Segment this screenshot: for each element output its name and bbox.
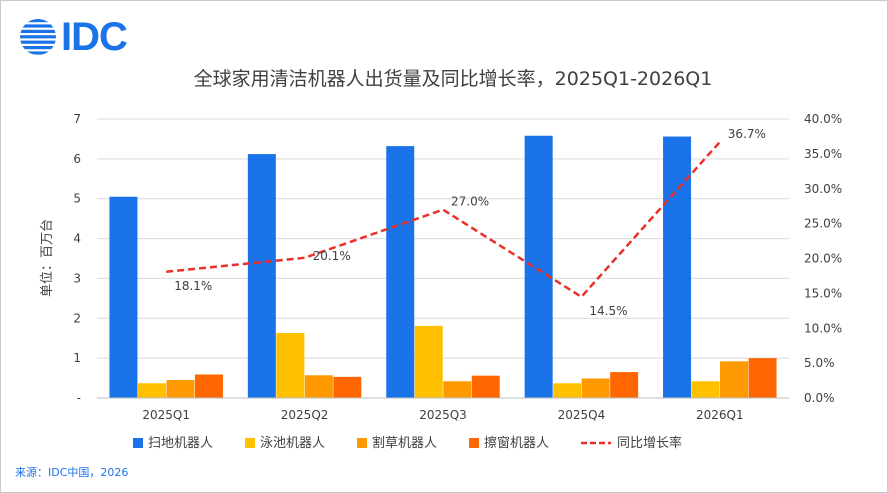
legend-label: 泳池机器人: [260, 436, 325, 451]
data-label: 14.5%: [589, 304, 627, 318]
chart-title: 全球家用清洁机器人出货量及同比增长率，2025Q1-2026Q1: [194, 68, 713, 90]
bar: [276, 333, 305, 398]
y-tick-label: 2: [73, 311, 81, 325]
axes-group: - 1 2 3 4 5 6 7 0.0% 5.0% 10.0% 15.0% 20.0% 25.0% 30.0…: [73, 112, 842, 422]
bar: [247, 154, 276, 398]
legend-swatch: [245, 438, 255, 448]
y-tick-label: 7: [73, 112, 81, 126]
bar: [553, 383, 582, 398]
y-tick-label: 1: [73, 351, 81, 365]
y-tick-label: 4: [73, 232, 81, 246]
bar: [304, 375, 333, 398]
bar: [720, 361, 749, 398]
bar: [333, 376, 362, 398]
bar: [581, 378, 610, 398]
bars-group: [109, 135, 777, 399]
y2-tick-label: 15.0%: [804, 286, 842, 300]
globe-stripes-icon: [20, 19, 56, 55]
legend-label: 扫地机器人: [148, 436, 213, 451]
bar: [691, 381, 720, 398]
y2-tick-label: 25.0%: [804, 217, 842, 231]
bar: [610, 372, 639, 398]
legend-label: 同比增长率: [617, 435, 682, 451]
y-tick-label: 6: [73, 152, 81, 166]
x-tick-label: 2025Q4: [558, 408, 606, 422]
y2-tick-label: 30.0%: [804, 182, 842, 196]
logo-text: IDC: [61, 15, 128, 59]
y2-tick-label: 5.0%: [804, 356, 835, 370]
bar: [194, 374, 223, 398]
y2-tick-label: 20.0%: [804, 252, 842, 266]
bar: [386, 146, 415, 398]
bar: [524, 135, 553, 399]
y-tick-label: -: [77, 391, 81, 405]
bar: [443, 381, 472, 398]
x-tick-label: 2025Q1: [142, 408, 190, 422]
data-label: 27.0%: [451, 195, 489, 209]
y-axis-label: 单位：百万台: [40, 219, 55, 297]
bar: [471, 375, 500, 398]
bar: [748, 358, 777, 398]
bar: [663, 136, 692, 398]
growth-line: [166, 141, 721, 299]
y2-tick-label: 10.0%: [804, 321, 842, 335]
legend-label: 割草机器人: [372, 435, 437, 451]
source-note: 来源：IDC中国，2026: [15, 466, 129, 479]
bar: [166, 380, 195, 398]
y2-tick-label: 40.0%: [804, 112, 842, 126]
legend-swatch: [357, 438, 367, 448]
data-label: 18.1%: [174, 279, 212, 293]
x-tick-label: 2025Q2: [281, 408, 329, 422]
y-tick-label: 5: [73, 192, 81, 206]
data-label: 20.1%: [313, 249, 351, 263]
bar: [109, 196, 138, 398]
data-label: 36.7%: [728, 127, 766, 141]
bar: [414, 325, 443, 398]
idc-logo: IDC: [19, 15, 128, 59]
y-tick-label: 3: [73, 271, 81, 285]
legend-label: 擦窗机器人: [484, 435, 549, 451]
y2-tick-label: 35.0%: [804, 147, 842, 161]
bar: [137, 383, 166, 398]
x-tick-label: 2026Q1: [696, 408, 744, 422]
y2-tick-label: 0.0%: [804, 391, 835, 405]
legend: 扫地机器人 泳池机器人 割草机器人 擦窗机器人 同比增长率: [133, 435, 682, 451]
legend-swatch: [469, 438, 479, 448]
growth-line-group: 18.1% 20.1% 27.0% 14.5% 36.7%: [166, 127, 766, 318]
legend-swatch: [133, 438, 143, 448]
x-tick-label: 2025Q3: [419, 408, 467, 422]
